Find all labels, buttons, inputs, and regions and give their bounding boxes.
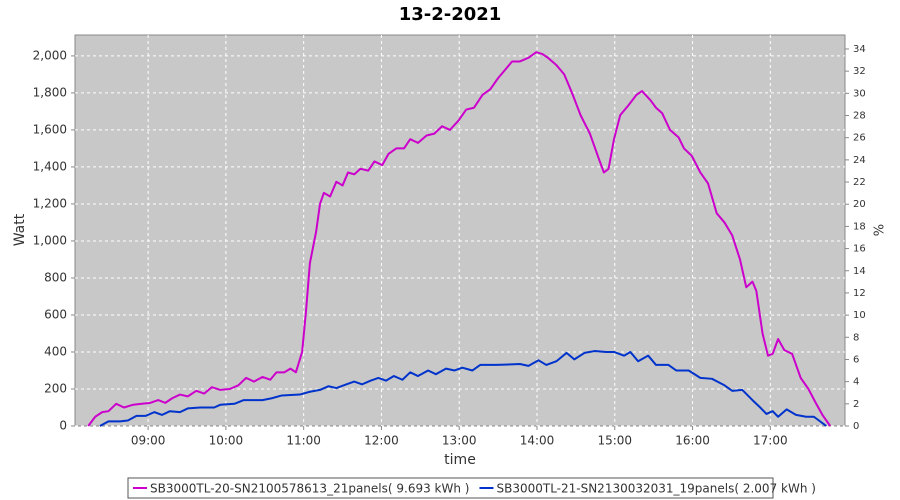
y2-tick-label: 10 [853, 310, 866, 321]
y-tick-label: 2,000 [33, 48, 67, 62]
y2-tick-label: 2 [853, 399, 859, 410]
x-tick-label: 13:00 [442, 434, 477, 448]
y2-tick-label: 12 [853, 288, 866, 299]
y2-tick-label: 8 [853, 332, 859, 343]
series-line [87, 51, 832, 427]
y2-tick-label: 16 [853, 244, 866, 255]
y2-tick-label: 0 [853, 421, 859, 432]
x-tick-label: 15:00 [597, 434, 632, 448]
x-axis-label: time [444, 452, 476, 468]
plot-area [74, 34, 846, 427]
chart-title: 13-2-2021 [399, 4, 502, 25]
y2-tick-label: 22 [853, 177, 866, 188]
legend [127, 477, 774, 499]
y2-tick-label: 32 [853, 66, 866, 77]
legend-label: SB3000TL-21-SN2130032031_19panels( 2.007… [496, 482, 815, 496]
y-tick-label: 1,000 [33, 233, 67, 247]
x-tick-label: 09:00 [131, 434, 166, 448]
legend-label: SB3000TL-20-SN2100578613_21panels( 9.693… [150, 482, 469, 496]
x-tick-label: 12:00 [364, 434, 399, 448]
y2-tick-label: 24 [853, 155, 866, 166]
y2-axis-label: % [873, 224, 888, 236]
y-tick-label: 400 [44, 344, 67, 358]
x-tick-label: 10:00 [209, 434, 244, 448]
y2-tick-label: 18 [853, 221, 866, 232]
y-tick-label: 200 [44, 381, 67, 395]
y-axis-label: Watt [12, 213, 28, 246]
x-tick-label: 16:00 [675, 434, 710, 448]
y-tick-label: 600 [44, 307, 67, 321]
x-tick-label: 14:00 [520, 434, 555, 448]
y2-tick-label: 26 [853, 133, 866, 144]
y2-tick-label: 4 [853, 377, 859, 388]
x-tick-label: 17:00 [753, 434, 788, 448]
y-tick-label: 800 [44, 270, 67, 284]
y-tick-label: 1,400 [33, 159, 67, 173]
y2-tick-label: 6 [853, 354, 859, 365]
y2-tick-label: 34 [853, 44, 866, 55]
y2-tick-label: 30 [853, 88, 866, 99]
series-line [99, 350, 827, 427]
x-tick-label: 11:00 [286, 434, 321, 448]
y-tick-label: 1,600 [33, 122, 67, 136]
y2-tick-label: 20 [853, 199, 866, 210]
y2-tick-label: 28 [853, 111, 866, 122]
y2-tick-label: 14 [853, 266, 866, 277]
y-tick-label: 1,800 [33, 85, 67, 99]
y-tick-label: 1,200 [33, 196, 67, 210]
y-tick-label: 0 [59, 419, 67, 433]
